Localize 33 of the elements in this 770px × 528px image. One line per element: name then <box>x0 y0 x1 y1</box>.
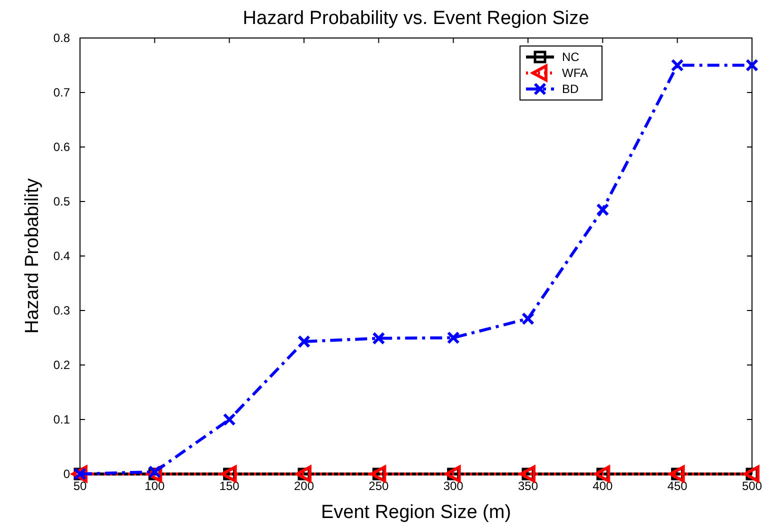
x-tick-label: 300 <box>443 479 464 493</box>
x-axis-title: Event Region Size (m) <box>320 502 512 523</box>
point <box>522 312 534 326</box>
y-tick-label: 0.7 <box>53 86 70 100</box>
x-tick-label: 250 <box>368 479 389 493</box>
y-tick-label: 0 <box>63 467 70 481</box>
y-tick-label: 0.5 <box>53 194 70 208</box>
point <box>298 335 310 348</box>
point <box>372 332 386 345</box>
x-tick-label: 200 <box>294 479 314 493</box>
point <box>746 58 758 72</box>
legend-label: WFA <box>562 66 588 80</box>
y-tick-label: 0.8 <box>53 31 70 45</box>
point <box>596 203 610 216</box>
chart-title: Hazard Probability vs. Event Region Size <box>242 8 590 29</box>
x-tick-label: 350 <box>518 479 538 493</box>
x-tick-label: 500 <box>742 479 762 493</box>
x-tick-label: 450 <box>667 479 688 493</box>
legend-label: BD <box>562 82 580 96</box>
legend-label: NC <box>562 50 580 64</box>
point <box>670 58 684 72</box>
x-tick-label: 400 <box>592 479 613 493</box>
y-tick-label: 0.6 <box>53 140 70 154</box>
y-axis-title: Hazard Probability <box>22 178 43 334</box>
x-tick-label: 50 <box>73 479 87 493</box>
point <box>446 331 460 344</box>
x-tick-label: 100 <box>144 479 165 493</box>
point <box>222 413 236 426</box>
y-tick-label: 0.3 <box>53 304 70 318</box>
x-tick-label: 150 <box>219 479 240 493</box>
y-tick-label: 0.4 <box>53 249 70 263</box>
y-tick-label: 0.1 <box>53 412 70 426</box>
y-tick-label: 0.2 <box>53 358 70 372</box>
